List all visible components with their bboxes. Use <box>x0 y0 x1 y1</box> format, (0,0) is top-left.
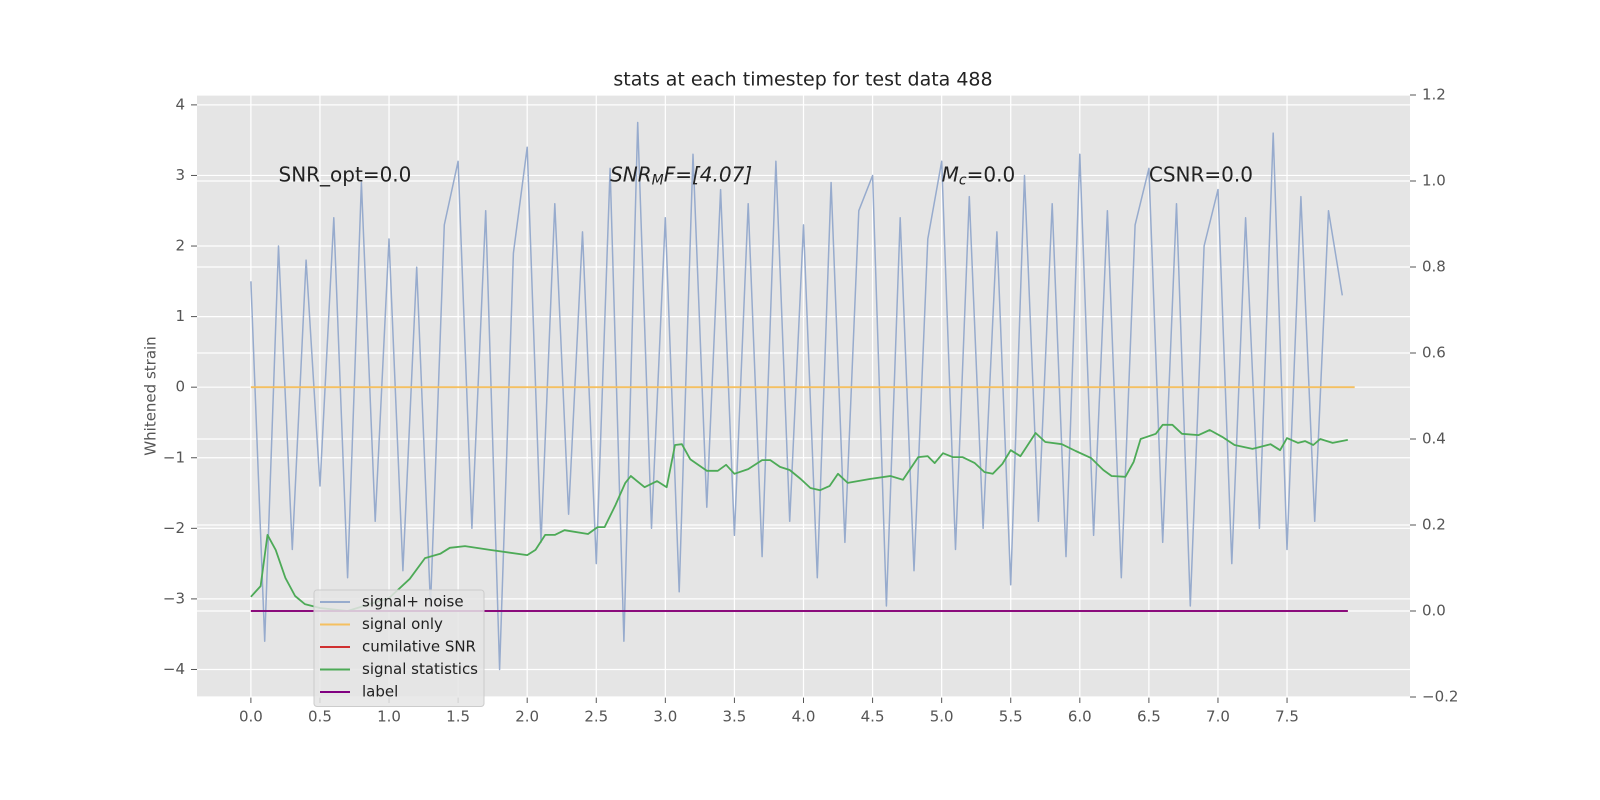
y2-tick-label: 0.4 <box>1422 430 1446 448</box>
x-tick-label: 1.5 <box>446 708 470 726</box>
annotation-base: SNR_opt=0.0 <box>279 162 412 186</box>
y2-tick-label: 0.8 <box>1422 258 1446 276</box>
series-line <box>250 121 1344 671</box>
annotation-rest: F=[4.07] <box>664 162 752 186</box>
y-tick-label: −4 <box>163 660 185 678</box>
y2-tick-label: 0.0 <box>1422 602 1446 620</box>
y2-tick-label: 0.2 <box>1422 516 1446 534</box>
x-tick-label: 7.0 <box>1206 708 1230 726</box>
x-tick-label: 5.0 <box>930 708 954 726</box>
y-tick-label: 0 <box>175 378 185 396</box>
x-tick-label: 2.0 <box>515 708 539 726</box>
x-tick-label: 3.5 <box>722 708 746 726</box>
annotation: CSNR=0.0 <box>1149 162 1253 186</box>
y2-tick-label: 1.2 <box>1422 86 1446 104</box>
series-line <box>250 423 1348 612</box>
x-tick-label: 6.0 <box>1068 708 1092 726</box>
x-tick-label: 3.0 <box>653 708 677 726</box>
annotation-sub: c <box>959 172 967 188</box>
x-tick-label: 1.0 <box>377 708 401 726</box>
x-tick-label: 5.5 <box>999 708 1023 726</box>
annotation-rest: =0.0 <box>967 162 1016 186</box>
annotation: SNR_opt=0.0 <box>279 162 412 186</box>
legend-box <box>313 589 485 707</box>
y-tick-label: −1 <box>163 448 185 466</box>
x-tick-label: 2.5 <box>584 708 608 726</box>
annotation-sub: M <box>652 172 664 188</box>
y-axis-label: Whitened strain <box>142 336 160 455</box>
y-tick-label: −3 <box>163 589 185 607</box>
legend-label: signal statistics <box>362 660 478 678</box>
legend-label: label <box>362 683 398 701</box>
annotation-base: M <box>942 162 959 186</box>
annotation: SNRMF=[4.07] <box>610 162 752 189</box>
y2-tick-label: 1.0 <box>1422 172 1446 190</box>
y-tick-label: −2 <box>163 519 185 537</box>
x-tick-label: 4.0 <box>792 708 816 726</box>
legend-label: cumilative SNR <box>362 638 476 656</box>
legend-label: signal+ noise <box>362 593 464 611</box>
y2-tick-label: −0.2 <box>1422 688 1458 706</box>
y2-tick-label: 0.6 <box>1422 344 1446 362</box>
x-tick-label: 7.5 <box>1275 708 1299 726</box>
legend-label: signal only <box>362 615 443 633</box>
x-tick-label: 4.5 <box>861 708 885 726</box>
y-tick-label: 2 <box>175 237 185 255</box>
y-tick-label: 3 <box>175 166 185 184</box>
annotation-base: SNR <box>610 162 652 186</box>
y-tick-label: 1 <box>175 307 185 325</box>
x-tick-label: 0.0 <box>239 708 263 726</box>
y-tick-label: 4 <box>175 95 185 113</box>
annotation: Mc=0.0 <box>942 162 1016 189</box>
chart-title: stats at each timestep for test data 488 <box>613 69 992 91</box>
x-tick-label: 0.5 <box>308 708 332 726</box>
x-tick-label: 6.5 <box>1137 708 1161 726</box>
annotation-base: CSNR=0.0 <box>1149 162 1253 186</box>
